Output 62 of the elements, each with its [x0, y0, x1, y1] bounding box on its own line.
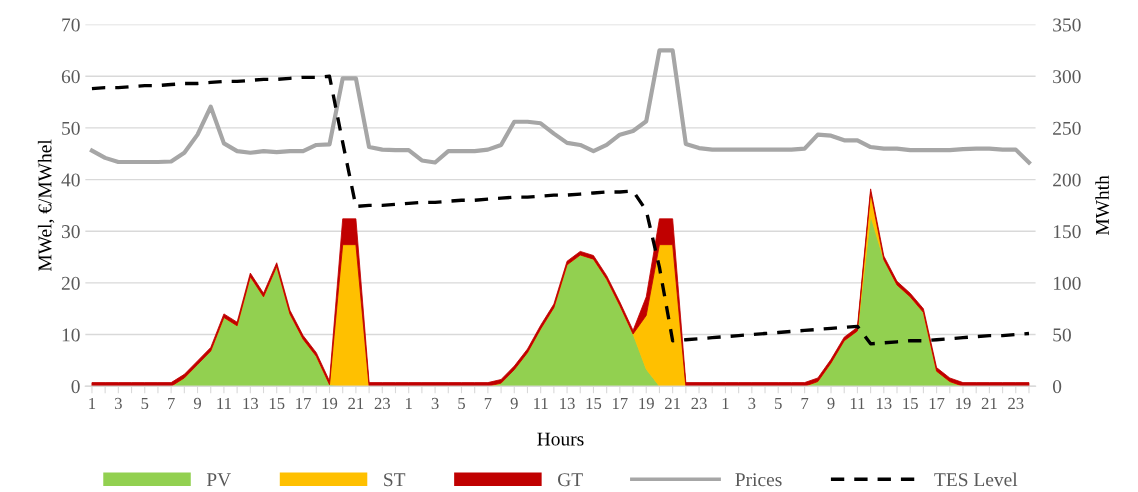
x-tick-label: 1 [89, 397, 96, 409]
y2-tick-label: 150 [1053, 225, 1081, 239]
y2-tick-label: 350 [1053, 18, 1081, 32]
x-tick-label: 1 [405, 397, 412, 409]
y-tick-label: 50 [62, 121, 80, 135]
x-tick-label: 7 [484, 397, 492, 409]
x-tick-label: 17 [296, 397, 311, 409]
y2-tick-label: 200 [1053, 173, 1081, 187]
y-tick-label: 30 [61, 225, 80, 239]
x-tick-label: 19 [322, 397, 338, 410]
x-tick-label: 21 [665, 397, 680, 409]
x-tick-label: 3 [114, 397, 122, 410]
x-tick-label: 11 [534, 397, 548, 409]
x-tick-label: 9 [827, 397, 835, 410]
x-tick-label: 9 [193, 397, 202, 410]
x-axis-title: Hours [537, 432, 584, 446]
legend-label: Prices [735, 473, 782, 487]
x-tick-label: 19 [639, 397, 654, 410]
line-series [89, 48, 1032, 165]
x-tick-label: 3 [748, 397, 756, 410]
y-tick-label: 60 [61, 70, 80, 84]
y2-tick-label: 100 [1053, 276, 1081, 290]
x-tick-label: 21 [348, 397, 364, 409]
y2-tick-label: 0 [1052, 380, 1062, 394]
x-tick-label: 9 [510, 397, 518, 410]
y-axis-title: MWel, €/MWhel [37, 139, 55, 272]
x-tick-label: 21 [981, 397, 997, 409]
y-tick-label: 0 [71, 380, 80, 394]
x-tick-label: 15 [903, 397, 918, 410]
x-tick-label: 1 [722, 397, 729, 409]
x-tick-label: 5 [458, 397, 465, 410]
x-tick-label: 3 [431, 397, 439, 410]
y-tick-label: 20 [61, 276, 80, 290]
x-tick-label: 13 [243, 397, 258, 410]
y-tick-label: 10 [62, 328, 80, 342]
legend-label: ST [384, 473, 406, 487]
x-tick-label: 7 [168, 397, 175, 409]
legend-label: GT [558, 473, 583, 487]
y2-tick-label: 300 [1053, 70, 1081, 84]
y-tick-label: 70 [62, 18, 80, 32]
x-tick-label: 13 [560, 397, 575, 410]
x-tick-label: 23 [691, 397, 707, 410]
y2-tick-label: 50 [1053, 328, 1071, 342]
x-tick-label: 5 [775, 397, 782, 410]
y2-axis-title: MWhth [1095, 175, 1110, 236]
line-series [90, 74, 1031, 346]
x-tick-label: 23 [1008, 397, 1024, 410]
x-tick-label: 5 [141, 397, 149, 410]
x-tick-label: 19 [956, 397, 971, 410]
x-tick-label: 15 [269, 397, 285, 410]
x-tick-label: 15 [586, 397, 602, 410]
legend-label: PV [206, 473, 231, 487]
x-tick-label: 11 [217, 397, 231, 409]
x-tick-label: 23 [374, 397, 390, 410]
x-tick-label: 13 [876, 397, 892, 410]
y2-tick-label: 250 [1053, 121, 1081, 135]
y-tick-label: 40 [61, 173, 80, 187]
x-tick-label: 17 [929, 397, 945, 409]
x-tick-label: 11 [850, 397, 865, 409]
legend-label: TES Level [934, 472, 1018, 487]
x-tick-label: 7 [801, 397, 809, 409]
x-tick-label: 17 [612, 397, 628, 409]
